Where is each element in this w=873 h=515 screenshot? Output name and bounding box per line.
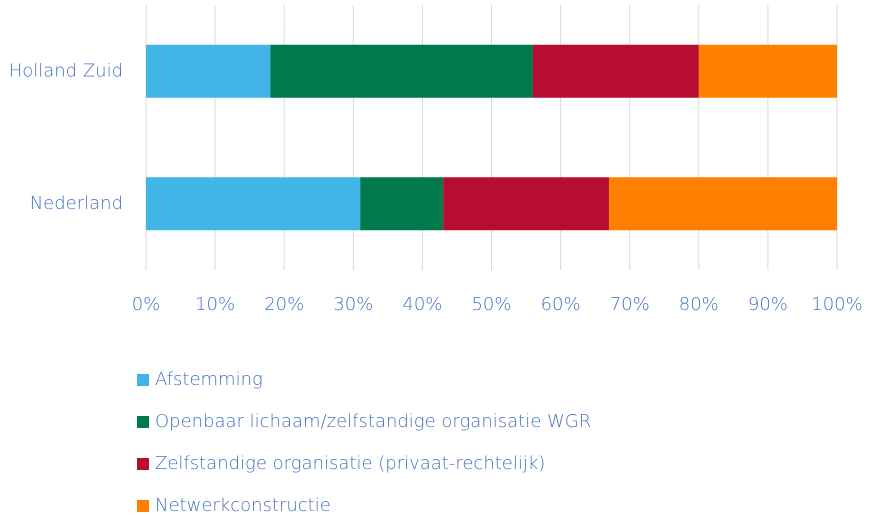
bar-segment — [443, 177, 609, 231]
legend-swatch — [137, 500, 149, 512]
bar-segment — [146, 177, 361, 231]
x-tick-label: 40% — [402, 294, 442, 315]
x-tick-label: 30% — [333, 294, 373, 315]
legend-label: Openbaar lichaam/zelfstandige organisati… — [155, 411, 591, 432]
x-tick-label: 80% — [679, 294, 719, 315]
x-tick-label: 60% — [541, 294, 581, 315]
y-tick-label: Nederland — [30, 193, 123, 214]
x-tick-label: 50% — [471, 294, 511, 315]
x-tick-label: 20% — [264, 294, 304, 315]
x-tick-label: 90% — [748, 294, 788, 315]
bar-segment — [360, 177, 444, 231]
bar-segment — [270, 44, 533, 98]
x-tick-label: 0% — [132, 294, 161, 315]
x-tick-label: 100% — [811, 294, 862, 315]
legend-label: Netwerkconstructie — [155, 495, 331, 515]
x-tick-label: 10% — [195, 294, 235, 315]
bar-segment — [698, 44, 837, 98]
legend-swatch — [137, 374, 149, 386]
bar-segment — [608, 177, 837, 231]
bar-segment — [532, 44, 699, 98]
bar-segment — [146, 44, 271, 98]
x-tick-label: 70% — [610, 294, 650, 315]
y-tick-label: Holland Zuid — [9, 60, 123, 81]
legend-swatch — [137, 458, 149, 470]
legend-label: Afstemming — [155, 369, 263, 390]
legend-label: Zelfstandige organisatie (privaat-rechte… — [155, 453, 545, 474]
legend-swatch — [137, 416, 149, 428]
